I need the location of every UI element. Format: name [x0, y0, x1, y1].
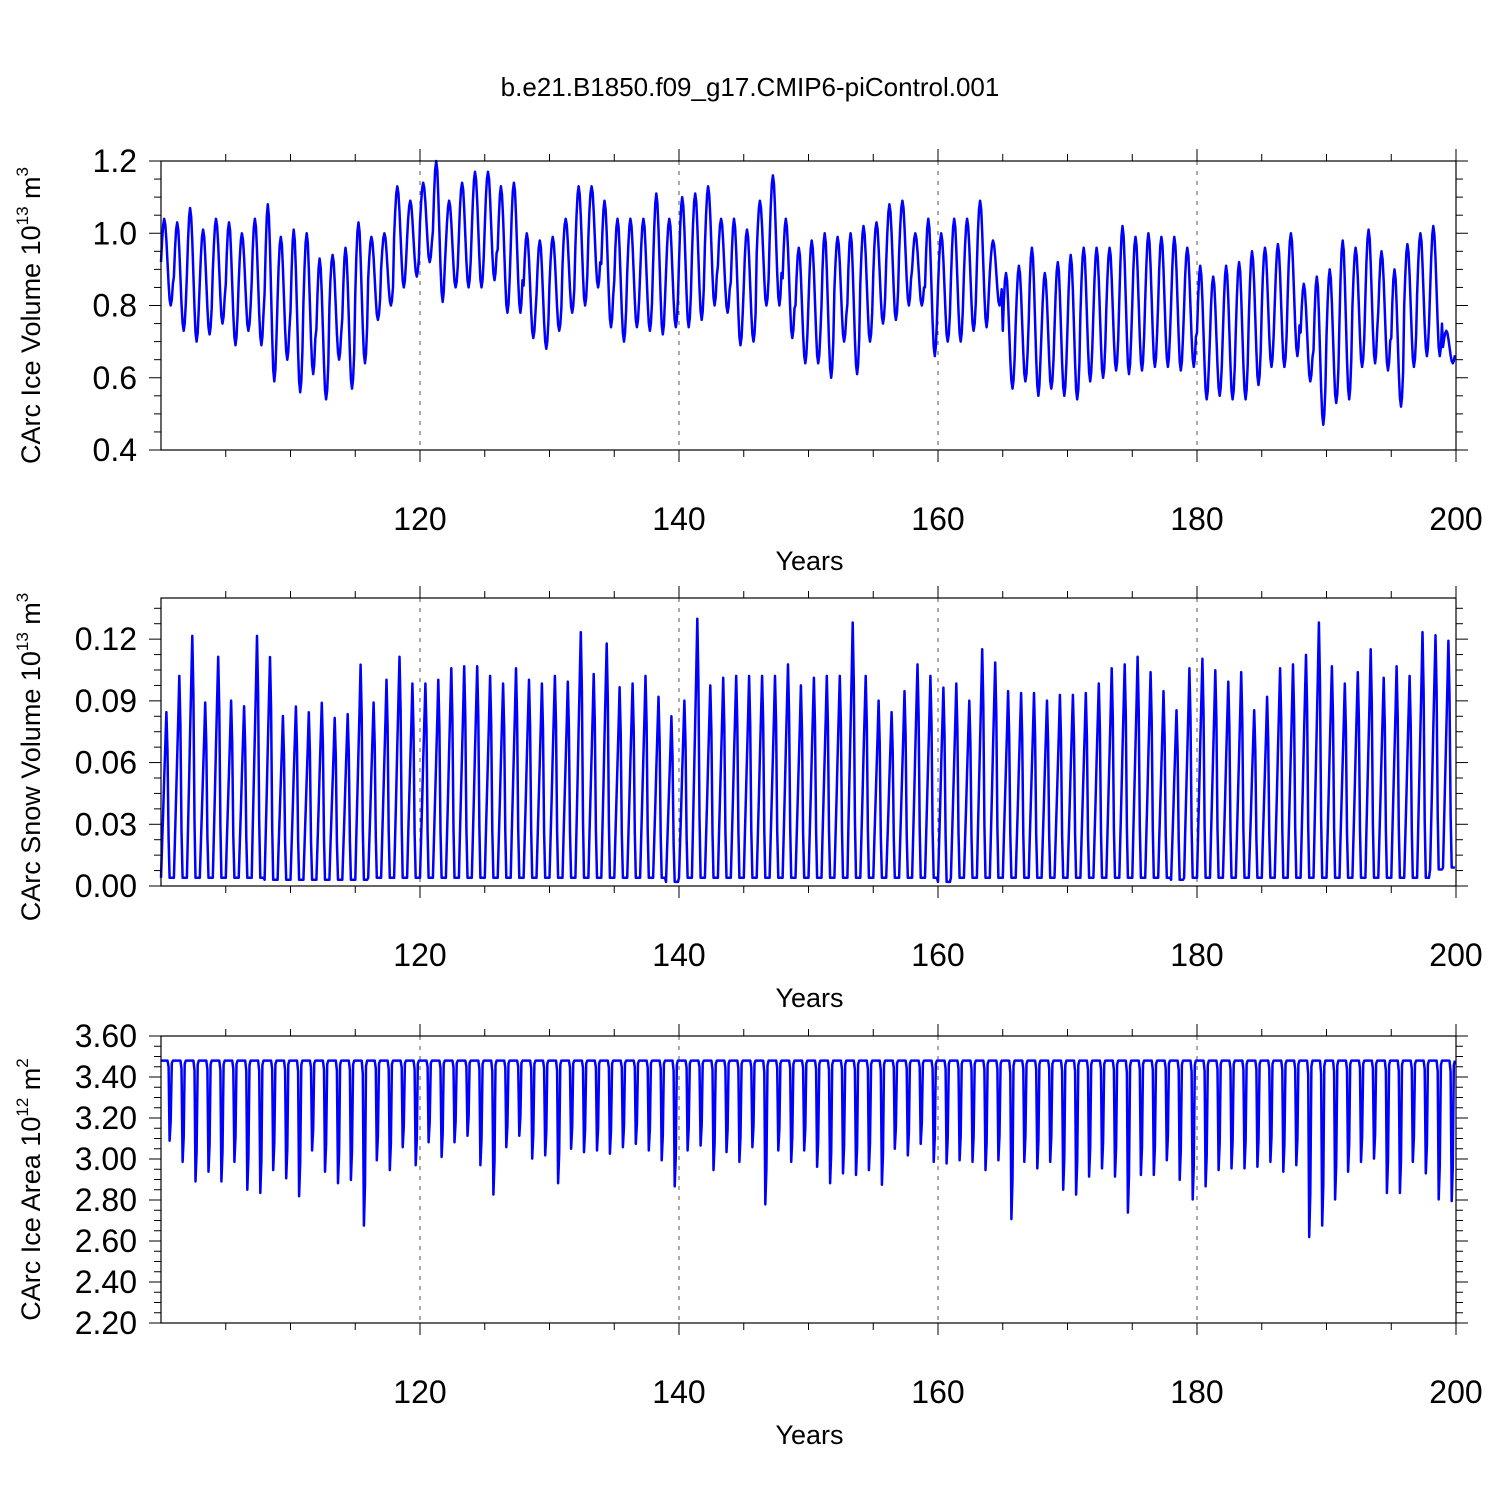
- x-tick-label: 160: [911, 937, 964, 973]
- y-tick-label: 3.00: [75, 1141, 137, 1177]
- y-tick-label: 3.60: [75, 1018, 137, 1054]
- x-tick-label: 140: [652, 937, 705, 973]
- y-tick-label: 2.20: [75, 1305, 137, 1341]
- y-tick-label: 0.12: [75, 621, 137, 657]
- y-tick-label: 2.80: [75, 1182, 137, 1218]
- x-tick-label: 180: [1170, 1374, 1223, 1410]
- y-tick-label: 0.03: [75, 806, 137, 842]
- y-tick-label: 0.8: [93, 288, 137, 324]
- y-axis-title: CArc Ice Area 1012 m2: [13, 1058, 46, 1321]
- ice_volume-series-line: [159, 159, 1457, 426]
- y-tick-label: 0.00: [75, 868, 137, 904]
- x-tick-label: 180: [1170, 937, 1223, 973]
- y-tick-label: 0.4: [93, 432, 137, 468]
- y-tick-label: 3.20: [75, 1100, 137, 1136]
- y-tick-label: 0.6: [93, 360, 137, 396]
- plot-frame: [160, 1035, 1457, 1324]
- y-tick-label: 1.2: [93, 143, 137, 179]
- x-tick-label: 140: [652, 501, 705, 537]
- y-tick-label: 2.60: [75, 1223, 137, 1259]
- y-tick-label: 2.40: [75, 1264, 137, 1300]
- x-tick-label: 120: [393, 1374, 446, 1410]
- x-tick-label: 140: [652, 1374, 705, 1410]
- x-tick-label: 120: [393, 501, 446, 537]
- x-tick-label: 160: [911, 1374, 964, 1410]
- x-tick-label: 200: [1429, 937, 1482, 973]
- x-tick-label: 200: [1429, 501, 1482, 537]
- x-tick-label: 180: [1170, 501, 1223, 537]
- x-axis-title: Years: [775, 983, 843, 1013]
- y-tick-label: 3.40: [75, 1059, 137, 1095]
- snow_volume-series-line: [159, 617, 1456, 884]
- chart-title: b.e21.B1850.f09_g17.CMIP6-piControl.001: [500, 72, 1000, 102]
- y-axis-title: CArc Ice Volume 1013 m3: [13, 167, 46, 464]
- ice_area-panel: 120 140 160 180 200 Years 2.20 2.40 2.60 2.80 3.00…: [13, 1018, 1483, 1450]
- x-tick-label: 160: [911, 501, 964, 537]
- ice_volume-panel: 120 140 160 180 200 Years 0.4 0.6 0.8 1.0 1.2 CArc …: [13, 143, 1483, 576]
- snow_volume-panel: 120 140 160 180 200 Years 0.00 0.03 0.06 0.09 0.12…: [13, 586, 1483, 1013]
- y-axis-title: CArc Snow Volume 1013 m3: [13, 593, 46, 922]
- x-tick-label: 200: [1429, 1374, 1482, 1410]
- x-tick-label: 120: [393, 937, 446, 973]
- ice_area-series-line: [160, 1059, 1457, 1239]
- x-axis-title: Years: [775, 546, 843, 576]
- y-tick-label: 0.06: [75, 745, 137, 781]
- y-tick-label: 1.0: [93, 215, 137, 251]
- y-tick-label: 0.09: [75, 683, 137, 719]
- x-axis-title: Years: [775, 1420, 843, 1450]
